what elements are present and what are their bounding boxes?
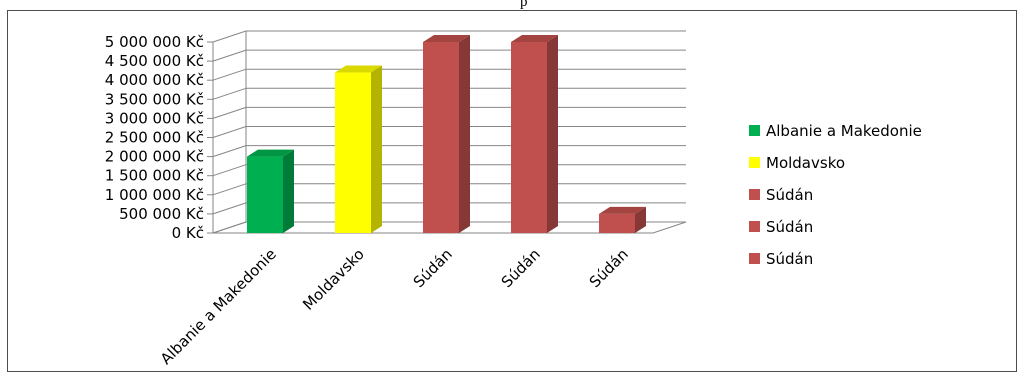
y-tick-label: 500 000 Kč [119,205,204,223]
y-tick-label: 3 500 000 Kč [105,90,204,108]
gridline-diagonal [212,87,247,100]
gridline-diagonal [212,106,247,119]
bar-side [283,149,294,233]
legend-label: Súdán [766,218,813,236]
bar [335,65,382,233]
x-category-label: Súdán [498,245,544,291]
y-tick-label: 2 000 000 Kč [105,148,204,166]
cropped-heading-fragment: p [520,0,528,10]
bar [599,206,646,233]
y-tick-label: 1 500 000 Kč [105,167,204,185]
y-tick-label: 0 Kč [172,224,204,242]
bar [247,149,294,233]
bar-top [423,35,470,42]
legend-label: Moldavsko [766,154,845,172]
bar-side [547,35,558,233]
bar-top [335,65,382,73]
bar-top [247,149,294,157]
legend-label: Súdán [766,250,813,268]
gridline-diagonal [212,126,247,138]
legend-swatch [749,253,760,264]
y-tick-label: 4 500 000 Kč [105,52,204,70]
gridline-diagonal [212,30,247,43]
bar-front [511,42,547,233]
y-tick-label: 4 000 000 Kč [105,71,204,89]
legend-item: Albanie a Makedonie [749,122,922,140]
legend-item: Súdán [749,218,813,236]
chart-frame [7,10,1017,372]
legend-item: Súdán [749,250,813,268]
x-axis-category-labels: Albanie a Makedonie Moldavsko Súdán Súdán Sú… [157,245,632,368]
bar-side [371,65,382,233]
x-category-label: Súdán [410,245,456,291]
gridline-diagonal [212,221,247,234]
chart-legend: Albanie a Makedonie Moldavsko Súdán Súdán Sú… [749,122,922,268]
bar-top [511,35,558,42]
x-category-label: Albanie a Makedonie [157,245,280,368]
legend-item: Súdán [749,186,813,204]
legend-swatch [749,221,760,232]
chart-bars [247,35,646,233]
x-category-label: Súdán [586,245,632,291]
bar [511,35,558,233]
y-tick-label: 2 500 000 Kč [105,129,204,147]
bar-top [599,206,646,214]
bar-front [247,156,283,233]
gridline-diagonal [212,68,247,81]
legend-swatch [749,125,760,136]
legend-label: Súdán [766,186,813,204]
bar-front [599,213,635,233]
gridline-diagonal [212,164,247,177]
y-tick-label: 3 000 000 Kč [105,109,204,127]
legend-swatch [749,157,760,168]
gridline-diagonal [212,49,247,62]
bar-front [423,42,459,233]
bar [423,35,470,233]
x-category-label: Moldavsko [299,245,368,314]
bar-side [635,206,646,233]
gridline-diagonal [212,183,247,196]
bar-side [459,35,470,233]
gridline-diagonal [212,202,247,215]
legend-swatch [749,189,760,200]
y-tick-label: 5 000 000 Kč [105,33,204,51]
legend-label: Albanie a Makedonie [766,122,922,140]
gridline-diagonal [212,145,247,158]
legend-item: Moldavsko [749,154,845,172]
bar-front [335,72,371,233]
y-tick-label: 1 000 000 Kč [105,186,204,204]
